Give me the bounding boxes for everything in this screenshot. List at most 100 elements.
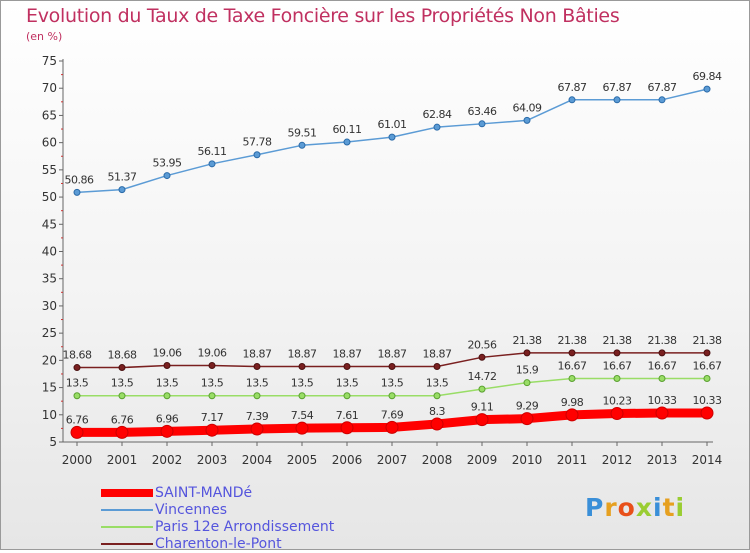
y-tick-label: 20 [42, 353, 57, 367]
x-tick-label: 2002 [152, 453, 183, 467]
data-point [610, 407, 624, 421]
data-label: 56.11 [198, 145, 227, 158]
logo-letter: i [653, 493, 663, 522]
data-label: 13.5 [336, 377, 359, 390]
data-point [208, 392, 216, 400]
x-tick-label: 2000 [62, 453, 93, 467]
data-label: 21.38 [693, 334, 722, 347]
data-label: 6.76 [66, 413, 89, 426]
data-label: 13.5 [156, 377, 179, 390]
data-label: 20.56 [468, 338, 497, 351]
data-label: 67.87 [603, 81, 632, 94]
logo-letter: x [635, 493, 653, 522]
data-point [163, 361, 171, 369]
data-point [700, 406, 714, 420]
data-point [568, 349, 576, 357]
data-label: 50.86 [65, 173, 94, 186]
data-label: 51.37 [108, 171, 137, 184]
data-label: 21.38 [648, 334, 677, 347]
data-label: 13.5 [66, 377, 89, 390]
data-label: 9.11 [471, 401, 494, 414]
y-tick-label: 35 [42, 272, 57, 286]
data-label: 21.38 [558, 334, 587, 347]
data-point [253, 392, 261, 400]
data-label: 9.98 [561, 396, 584, 409]
data-label: 13.5 [246, 377, 269, 390]
data-point [433, 123, 441, 131]
x-tick-label: 2004 [242, 453, 273, 467]
data-point [613, 96, 621, 104]
data-label: 6.96 [156, 412, 179, 425]
data-point [208, 160, 216, 168]
data-point [298, 141, 306, 149]
data-label: 18.87 [333, 348, 362, 361]
data-point [118, 364, 126, 372]
proxiti-logo: Proxiti [585, 493, 685, 522]
x-tick-label: 2001 [107, 453, 138, 467]
data-point [523, 379, 531, 387]
data-label: 18.87 [243, 348, 272, 361]
data-label: 57.78 [243, 136, 272, 149]
data-label: 18.87 [378, 348, 407, 361]
data-point [73, 364, 81, 372]
legend-label-charenton: Charenton-le-Pont [155, 536, 282, 552]
data-point [523, 349, 531, 357]
x-tick-label: 2014 [692, 453, 723, 467]
data-point [253, 151, 261, 159]
data-point [703, 374, 711, 382]
data-label: 18.68 [108, 349, 137, 362]
data-point [208, 361, 216, 369]
data-point [73, 188, 81, 196]
legend-swatch-charenton [101, 543, 153, 545]
logo-letter: i [675, 493, 686, 522]
y-tick-label: 65 [42, 108, 57, 122]
data-label: 13.5 [111, 377, 134, 390]
y-tick-label: 5 [49, 435, 57, 449]
logo-letter: t [662, 493, 676, 522]
data-label: 60.11 [333, 123, 362, 136]
data-label: 7.61 [336, 409, 359, 422]
y-tick-label: 70 [42, 81, 57, 95]
data-label: 16.67 [558, 359, 587, 372]
x-tick-label: 2005 [287, 453, 318, 467]
y-tick-label: 15 [42, 381, 57, 395]
data-label: 21.38 [513, 334, 542, 347]
x-tick-label: 2008 [422, 453, 453, 467]
logo-letter: P [585, 493, 605, 522]
data-point [343, 363, 351, 371]
data-label: 19.06 [153, 346, 182, 359]
data-point [118, 186, 126, 194]
y-tick-label: 55 [42, 163, 57, 177]
data-point [298, 392, 306, 400]
legend-label-vincennes: Vincennes [155, 502, 227, 518]
y-tick-label: 45 [42, 217, 57, 231]
data-label: 16.67 [693, 359, 722, 372]
chart-title: Evolution du Taux de Taxe Foncière sur l… [26, 5, 620, 27]
data-point [388, 363, 396, 371]
data-point [433, 392, 441, 400]
data-point [118, 392, 126, 400]
data-point [385, 420, 399, 434]
x-tick-label: 2007 [377, 453, 408, 467]
data-point [658, 349, 666, 357]
data-label: 9.29 [516, 400, 539, 413]
x-tick-label: 2009 [467, 453, 498, 467]
data-label: 13.5 [201, 377, 224, 390]
y-tick-label: 75 [42, 54, 57, 68]
data-point [655, 406, 669, 420]
data-point [340, 421, 354, 435]
data-point [388, 133, 396, 141]
data-label: 18.87 [423, 348, 452, 361]
data-label: 21.38 [603, 334, 632, 347]
data-point [70, 425, 84, 439]
data-label: 59.51 [288, 126, 317, 139]
legend-swatch-paris-12e [101, 526, 153, 528]
data-label: 69.84 [693, 70, 722, 83]
x-tick-label: 2012 [602, 453, 633, 467]
logo-letter: r [604, 493, 618, 522]
data-label: 64.09 [513, 101, 542, 114]
y-tick-label: 25 [42, 326, 57, 340]
data-label: 15.9 [516, 364, 539, 377]
data-label: 7.17 [201, 411, 224, 424]
data-point [658, 96, 666, 104]
